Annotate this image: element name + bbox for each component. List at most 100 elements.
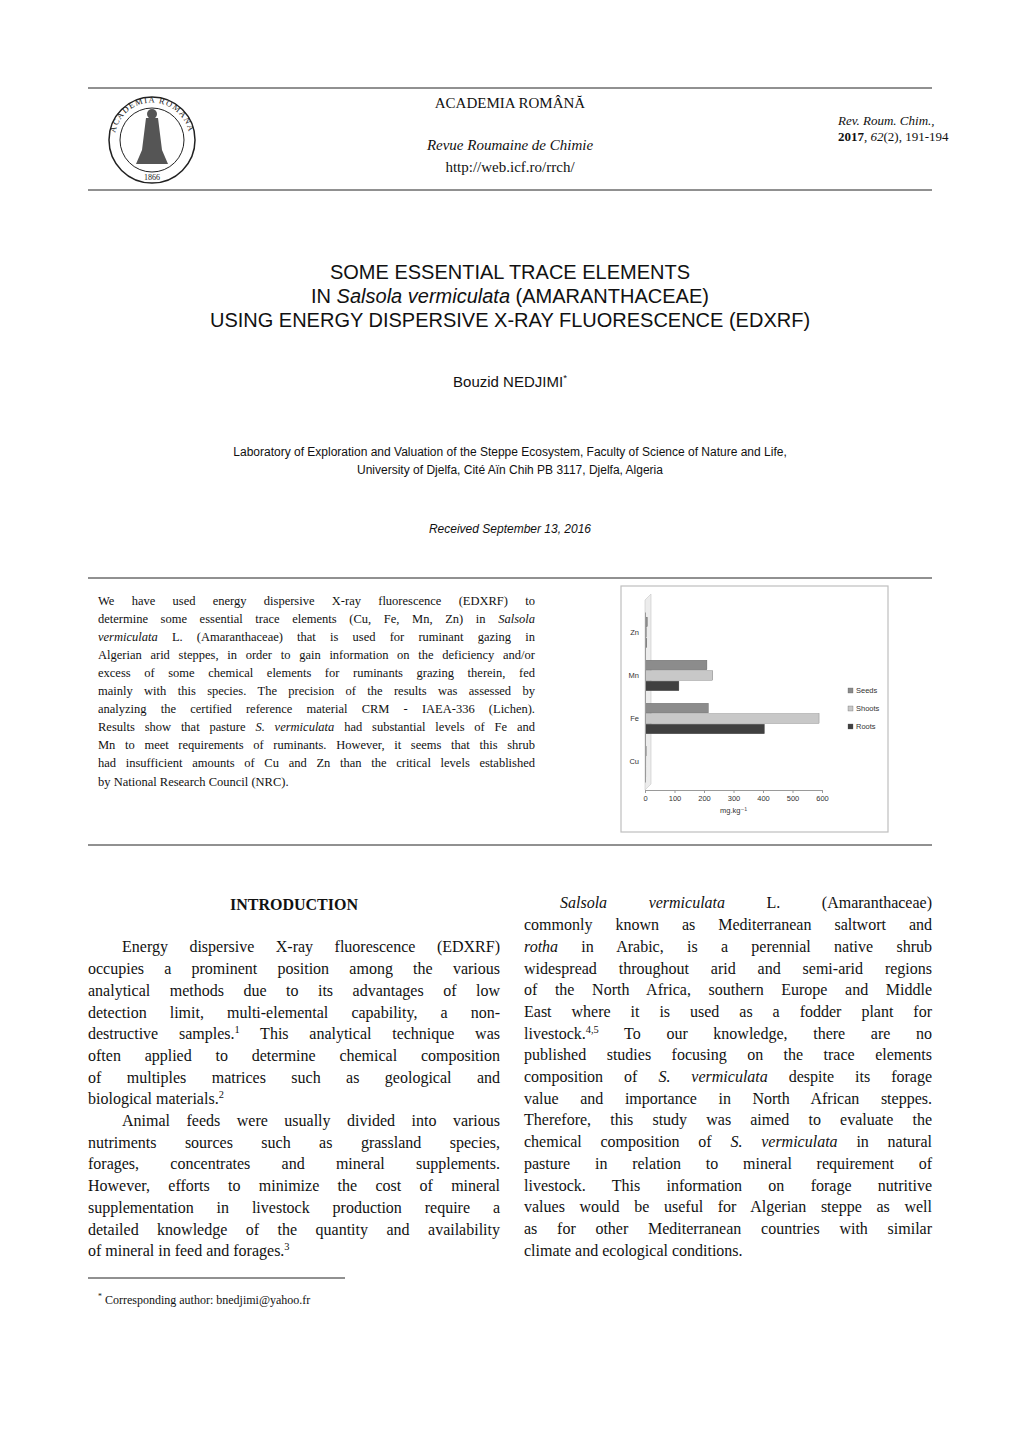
body-line: composition of S. vermiculata despite it…	[524, 1067, 932, 1086]
text-run: Therefore, this study was aimed to evalu…	[524, 1111, 932, 1128]
abstract-line: Mn to meet requirements of ruminants. Ho…	[98, 738, 535, 753]
text-run: supplementation in livestock production …	[88, 1199, 500, 1216]
abstract-line: by National Research Council (NRC).	[98, 775, 535, 790]
text-run: nutriments sources such as grassland spe…	[88, 1134, 500, 1151]
text-run: Bouzid NEDJIMI	[453, 373, 563, 390]
body-line: as for other Mediterranean countries wit…	[524, 1219, 932, 1238]
body-line: of mineral in feed and forages.3	[88, 1241, 500, 1260]
bars	[645, 617, 819, 777]
body-line: nutriments sources such as grassland spe…	[88, 1133, 500, 1152]
text-run: Salsola vermiculata	[560, 894, 725, 911]
bar-series	[645, 638, 764, 777]
chart: 0100200300400500600ZnMnFeCumg.kg⁻¹SeedsS…	[621, 586, 888, 832]
body-line: value and importance in North African st…	[524, 1089, 932, 1108]
section-heading: INTRODUCTION	[88, 895, 500, 914]
title-line: SOME ESSENTIAL TRACE ELEMENTS	[0, 260, 1020, 284]
abstract-line: excess of some chemical elements for rum…	[98, 666, 535, 681]
text-run: (2), 191-194	[884, 129, 949, 144]
text-run: detailed knowledge of the quantity and a…	[88, 1221, 500, 1238]
x-tick-label: 500	[787, 794, 800, 803]
legend-swatch	[848, 724, 853, 729]
text-run: S. vermiculata	[255, 720, 334, 734]
body-line: destructive samples.1 This analytical te…	[88, 1024, 500, 1043]
journal-reference: 2017, 62(2), 191-194	[838, 129, 949, 145]
text-run: biological materials.	[88, 1090, 219, 1107]
x-tick-mark	[822, 790, 823, 793]
x-tick-label: 600	[816, 794, 829, 803]
body-line: occupies a prominent position among the …	[88, 959, 500, 978]
text-run: This analytical technique was	[240, 1025, 500, 1042]
body-line: However, efforts to minimize the cost of…	[88, 1176, 500, 1195]
x-tick-mark	[763, 790, 764, 793]
body-line: pasture in relation to mineral requireme…	[524, 1154, 932, 1173]
text-run: Energy dispersive X-ray fluorescence (ED…	[122, 938, 500, 955]
abstract-line: Algerian arid steppes, in order to gain …	[98, 648, 535, 663]
y-tick: Cu	[629, 757, 645, 766]
bar-series	[645, 617, 708, 756]
body-line: values would be useful for Algerian step…	[524, 1197, 932, 1216]
chart-frame	[621, 586, 888, 832]
legend-item: Seeds	[848, 686, 878, 695]
x-tick-mark	[645, 790, 646, 793]
body-line: East where it is used as a fodder plant …	[524, 1002, 932, 1021]
body-line: widespread throughout arid and semi-arid…	[524, 959, 932, 978]
chart-wall	[645, 594, 651, 790]
abstract-line: Results show that pasture S. vermiculata…	[98, 720, 535, 735]
title-line: IN Salsola vermiculata (AMARANTHACEAE)	[0, 284, 1020, 308]
logo-head	[147, 109, 157, 119]
academy-name: ACADEMIA ROMÂNĂ	[0, 94, 1020, 112]
author: Bouzid NEDJIMI*	[0, 373, 1020, 391]
received-date: Received September 13, 2016	[0, 522, 1020, 536]
body-line: forages, concentrates and mineral supple…	[88, 1154, 500, 1173]
text-run: determine some essential trace elements …	[98, 612, 498, 626]
text-run: L. (Amaranthaceae)	[725, 894, 932, 911]
affiliation: Laboratory of Exploration and Valuation …	[0, 445, 1020, 459]
text-run: chemical composition of	[524, 1133, 730, 1150]
bar	[645, 671, 713, 681]
body-line: climate and ecological conditions.	[524, 1241, 932, 1260]
text-run: vermiculata	[98, 630, 158, 644]
journal-abbrev: Rev. Roum. Chim.,	[838, 113, 935, 129]
text-run: L. (Amaranthaceae) that is used for rumi…	[158, 630, 535, 644]
text-run: livestock.	[524, 1025, 586, 1042]
bar	[645, 681, 679, 691]
text-run: S. vermiculata	[730, 1133, 837, 1150]
text-run: had insufficient amounts of Cu and Zn th…	[98, 756, 535, 770]
abstract-rule-top	[88, 578, 932, 579]
footnote: * Corresponding author: bnedjimi@yahoo.f…	[98, 1293, 310, 1307]
y-tick-label: Mn	[629, 671, 639, 680]
text-run: Mn to meet requirements of ruminants. Ho…	[98, 738, 535, 752]
text-run: composition of	[524, 1068, 658, 1085]
text-run: values would be useful for Algerian step…	[524, 1198, 932, 1215]
x-axis-title: mg.kg⁻¹	[720, 806, 747, 815]
text-run: detection limit, multi-elemental capabil…	[88, 1004, 500, 1021]
y-axis-line	[645, 613, 646, 783]
y-tick-label: Fe	[630, 714, 639, 723]
y-tick: Mn	[629, 671, 645, 680]
text-run: However, efforts to minimize the cost of…	[88, 1177, 500, 1194]
x-tick: 200	[698, 790, 711, 803]
text-run: 2	[219, 1089, 224, 1100]
text-run: 4,5	[586, 1023, 599, 1034]
text-run: occupies a prominent position among the …	[88, 960, 500, 977]
abstract-line: had insufficient amounts of Cu and Zn th…	[98, 756, 535, 771]
legend-item: Shoots	[848, 704, 880, 713]
y-tick-label: Zn	[630, 628, 639, 637]
text-run: East where it is used as a fodder plant …	[524, 1003, 932, 1020]
x-tick-mark	[793, 790, 794, 793]
text-run: USING ENERGY DISPERSIVE X-RAY FLUORESCEN…	[210, 309, 810, 331]
bar	[645, 703, 708, 713]
text-run: IN	[311, 285, 337, 307]
text-run: livestock. This information on forage nu…	[524, 1177, 932, 1194]
y-tick-label: Cu	[629, 757, 639, 766]
text-run: 2017	[838, 129, 864, 144]
body-line: of the North Africa, southern Europe and…	[524, 980, 932, 999]
body-line: Energy dispersive X-ray fluorescence (ED…	[122, 937, 500, 956]
text-run: commonly known as Mediterranean saltwort…	[524, 916, 932, 933]
page: ACADEMIA ROMANA18660100200300400500600Zn…	[0, 0, 1020, 1443]
abstract-line: mainly with this species. The precision …	[98, 684, 535, 699]
body-line: Animal feeds were usually divided into v…	[122, 1111, 500, 1130]
x-tick: 600	[816, 790, 829, 803]
logo: ACADEMIA ROMANA1866	[107, 94, 196, 183]
body-line: detection limit, multi-elemental capabil…	[88, 1003, 500, 1022]
